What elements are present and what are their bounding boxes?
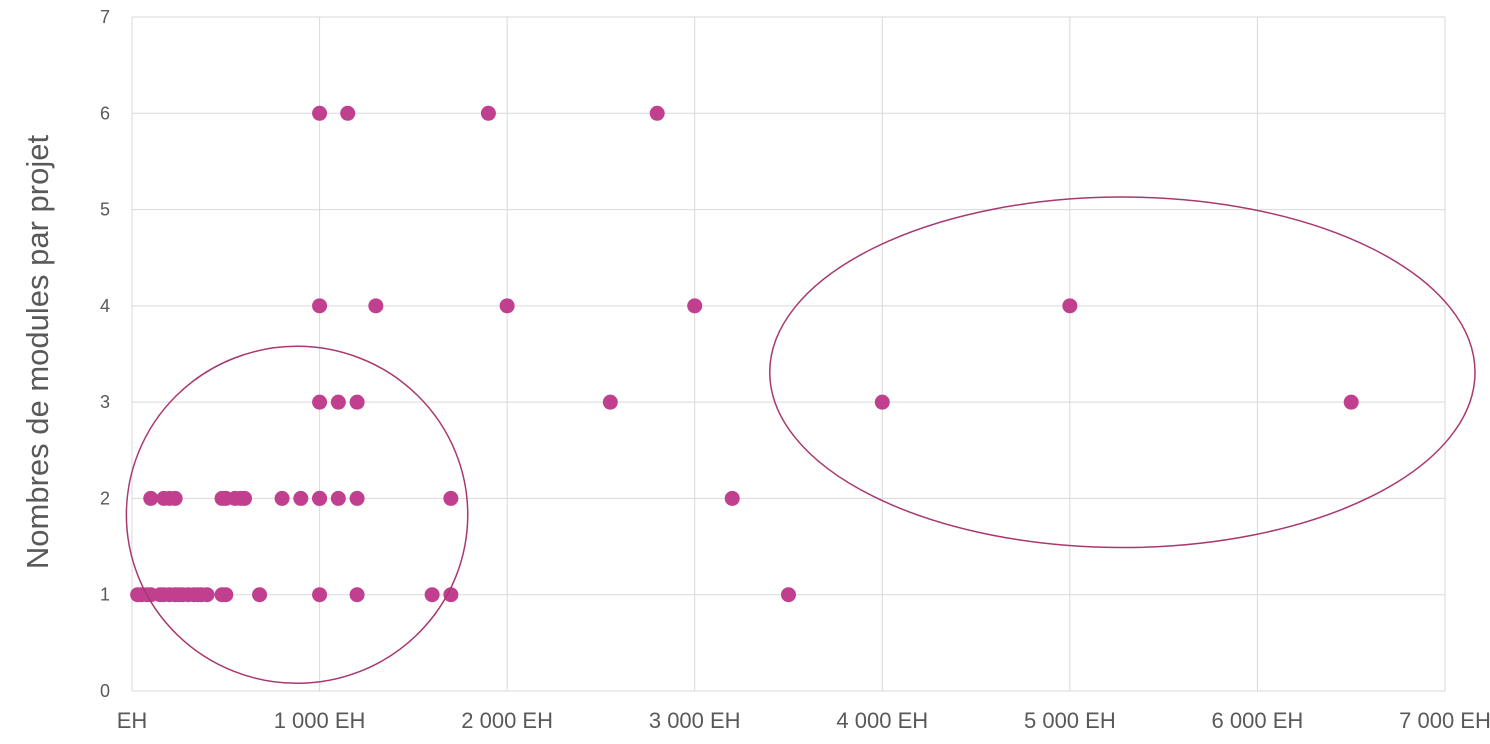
data-point (349, 587, 365, 603)
data-point (274, 490, 290, 506)
data-point (649, 105, 665, 121)
data-point (724, 490, 740, 506)
data-point (312, 105, 328, 121)
data-point (1343, 394, 1359, 410)
data-point (781, 587, 796, 603)
data-point (480, 105, 496, 121)
data-point (312, 587, 328, 603)
data-point (349, 394, 365, 410)
x-tick-labels: EH 1 000 EH 2 000 EH 3 000 EH 4 000 EH 5 000 … (117, 708, 1490, 733)
highlight-ellipses (125, 196, 1476, 685)
data-point (443, 490, 459, 506)
y-tick-label: 7 (100, 7, 110, 27)
x-tick-label: 3 000 EH (649, 708, 741, 733)
data-point (218, 587, 234, 603)
data-point (499, 298, 515, 314)
x-tick-label: EH (117, 708, 148, 733)
x-tick-label: 4 000 EH (836, 708, 928, 733)
data-point (874, 394, 890, 410)
data-point (312, 394, 328, 410)
data-point (424, 587, 440, 603)
x-tick-label: 7 000 EH (1399, 708, 1490, 733)
x-tick-label: 2 000 EH (461, 708, 553, 733)
data-point (443, 587, 459, 603)
data-point (167, 490, 183, 506)
highlight-ellipse (768, 196, 1476, 549)
data-point (368, 298, 384, 314)
y-tick-label: 1 (100, 585, 110, 605)
y-tick-label: 3 (100, 392, 110, 412)
data-point (199, 587, 215, 603)
data-point (293, 490, 309, 506)
highlight-ellipse (125, 345, 469, 685)
data-point (349, 490, 365, 506)
data-point (1062, 298, 1078, 314)
data-point (252, 587, 268, 603)
data-point (340, 105, 356, 121)
data-point (143, 490, 159, 506)
data-point (312, 490, 328, 506)
y-tick-label: 5 (100, 200, 110, 220)
y-axis-title: Nombres de modules par projet (20, 135, 55, 570)
data-points (130, 105, 1359, 603)
y-tick-label: 6 (100, 103, 110, 123)
data-point (237, 490, 253, 506)
x-tick-label: 6 000 EH (1212, 708, 1304, 733)
data-point (330, 394, 346, 410)
x-tick-label: 5 000 EH (1024, 708, 1116, 733)
y-tick-label: 2 (100, 488, 110, 508)
y-tick-labels: 0 1 2 3 4 5 6 7 (100, 7, 110, 701)
y-tick-label: 4 (100, 296, 110, 316)
x-tick-label: 1 000 EH (274, 708, 366, 733)
data-point (312, 298, 328, 314)
y-tick-label: 0 (100, 681, 110, 701)
data-point (330, 490, 346, 506)
data-point (602, 394, 618, 410)
data-point (687, 298, 703, 314)
